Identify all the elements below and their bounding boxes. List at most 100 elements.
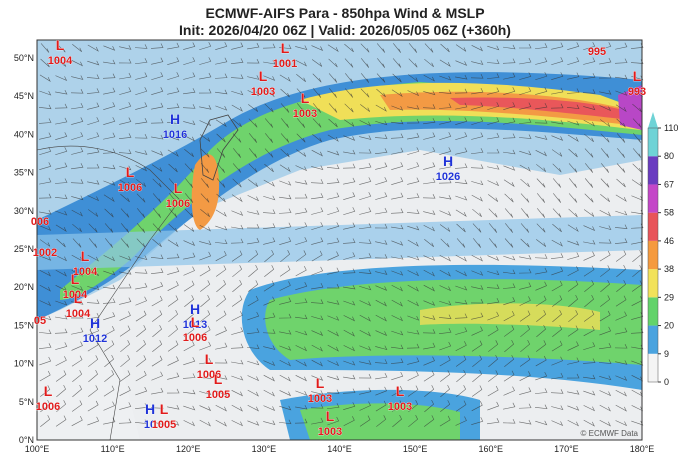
barb <box>38 118 52 124</box>
barb <box>376 88 386 98</box>
barb <box>472 355 483 368</box>
system-pressure: 1004 <box>66 308 91 320</box>
barb <box>262 209 276 214</box>
barb <box>230 238 244 244</box>
barb <box>247 344 260 349</box>
barb <box>152 325 162 338</box>
barb <box>135 419 148 425</box>
barb <box>311 149 323 157</box>
barb <box>264 250 274 263</box>
barb <box>168 178 178 188</box>
barb <box>472 208 482 218</box>
barb <box>599 390 612 397</box>
barb <box>39 104 52 110</box>
barb <box>631 344 644 350</box>
barb <box>552 325 563 337</box>
barb <box>55 75 68 81</box>
barb <box>599 209 612 217</box>
barb <box>311 359 323 367</box>
barb <box>231 194 243 203</box>
barb <box>295 359 307 367</box>
barb <box>247 360 260 366</box>
barb <box>584 193 594 203</box>
barb <box>439 328 452 335</box>
barb <box>86 299 100 304</box>
barb <box>70 89 84 94</box>
barb <box>263 405 276 412</box>
barb <box>535 355 547 367</box>
barb <box>119 297 132 305</box>
barb <box>120 208 130 218</box>
system-pressure: 1003 <box>318 426 342 438</box>
barb <box>455 327 468 335</box>
barb <box>343 374 356 380</box>
barb <box>439 285 452 292</box>
barb <box>472 223 482 233</box>
barb <box>103 401 115 411</box>
barb <box>119 255 132 261</box>
barb <box>182 104 196 109</box>
barb <box>406 343 420 349</box>
lat-label: 30°N <box>14 206 34 216</box>
barb <box>615 250 627 262</box>
barb <box>215 342 228 350</box>
system-pressure: 1006 <box>118 182 142 194</box>
barb <box>310 404 324 409</box>
barb <box>630 223 644 229</box>
barb <box>617 148 626 158</box>
barb <box>135 72 148 80</box>
barb <box>247 295 259 307</box>
barb <box>343 119 355 127</box>
barb <box>296 88 306 98</box>
barb <box>439 355 451 367</box>
barb <box>88 223 98 233</box>
barb <box>263 296 275 306</box>
barb <box>488 370 499 382</box>
barb <box>552 295 563 307</box>
barb <box>120 355 130 368</box>
barb <box>503 255 516 261</box>
barb <box>343 135 356 141</box>
barb <box>215 119 227 128</box>
barb <box>599 225 612 230</box>
barb <box>247 210 260 215</box>
barb <box>422 329 436 334</box>
barb <box>407 255 420 261</box>
barb <box>295 314 308 320</box>
barb <box>183 57 196 66</box>
barb <box>295 165 308 172</box>
barb <box>71 400 83 412</box>
barb <box>487 180 500 187</box>
barb <box>71 117 84 125</box>
barb <box>374 254 388 259</box>
barb <box>439 59 451 67</box>
barb <box>119 165 132 171</box>
barb <box>311 417 324 425</box>
barb <box>103 255 116 262</box>
barb <box>86 163 100 169</box>
barb <box>600 178 610 188</box>
barb <box>216 148 226 158</box>
map-labels: 0°N 5°N 10°N 15°N 20°N 25°N 30°N 35°N 40°N 45°N 50… <box>14 37 678 454</box>
barb <box>231 390 244 397</box>
barb <box>439 132 452 141</box>
barb <box>600 194 610 202</box>
barb <box>279 297 292 305</box>
barb <box>327 237 340 245</box>
barb <box>440 400 451 412</box>
system-pressure: 1003 <box>308 393 332 405</box>
barb <box>520 178 530 188</box>
barb <box>487 270 500 276</box>
barb <box>87 254 99 262</box>
barb <box>424 385 435 397</box>
barb <box>281 118 289 128</box>
barb <box>599 375 612 381</box>
barb <box>631 43 644 49</box>
barb <box>455 209 467 217</box>
barb <box>56 400 67 413</box>
barb <box>264 148 274 158</box>
system-letter: L <box>174 180 183 196</box>
barb <box>534 254 548 259</box>
barb <box>104 223 114 233</box>
barb <box>264 118 274 128</box>
